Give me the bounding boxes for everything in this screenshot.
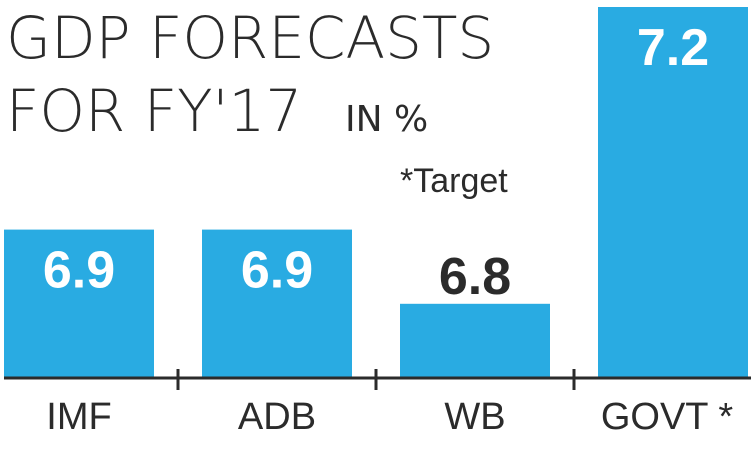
category-labels: IMF ADB WB GOVT * (46, 396, 733, 438)
category-label: WB (444, 396, 505, 438)
value-label: 6.9 (43, 242, 115, 300)
category-label: GOVT * (601, 396, 734, 438)
chart-title-line-1: GDP FORECASTS (6, 4, 494, 72)
bar-adb (202, 229, 352, 378)
value-label: 6.8 (439, 248, 511, 306)
bars-layer: 6.9 6.9 6.8 7.2 (4, 7, 748, 378)
value-label: 6.9 (241, 242, 313, 300)
target-footnote: *Target (400, 162, 508, 200)
value-label: 7.2 (637, 19, 709, 77)
chart-title-line-2: FOR FY'17 (6, 77, 302, 145)
axis-ticks (176, 369, 576, 390)
bar-wb (400, 303, 550, 378)
category-label: ADB (238, 396, 316, 438)
bar-imf (4, 229, 154, 378)
chart-unit-label: IN % (345, 99, 428, 140)
category-label: IMF (46, 396, 111, 438)
bar-govt (598, 7, 748, 378)
